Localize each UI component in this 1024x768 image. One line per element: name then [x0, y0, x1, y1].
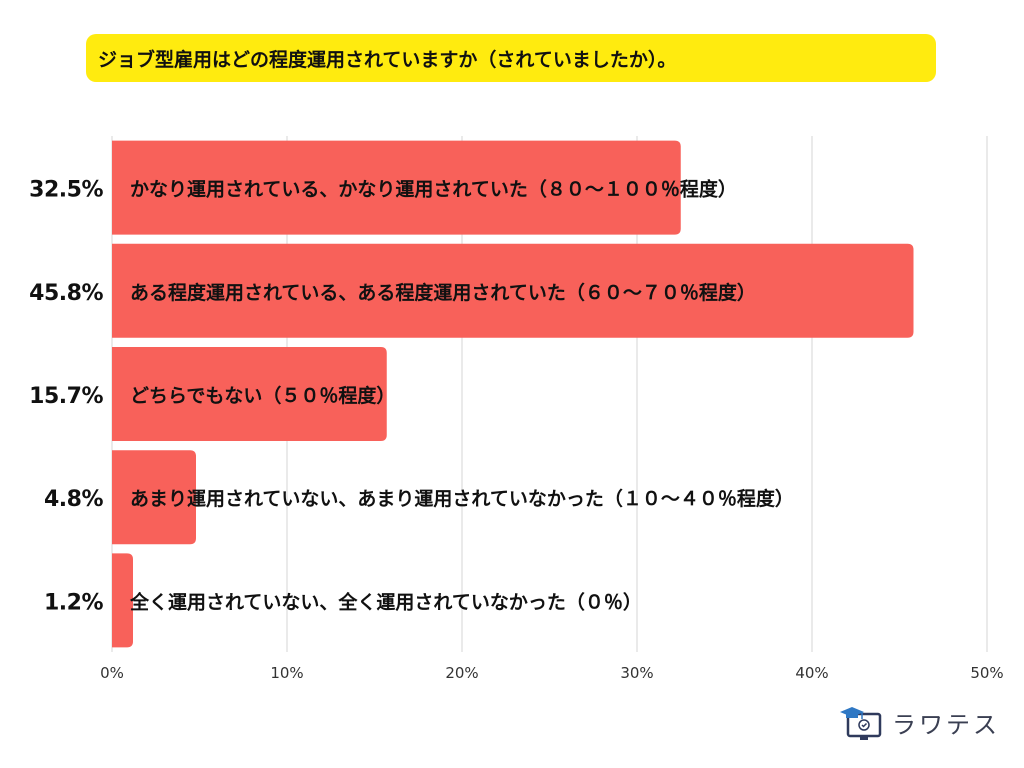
graduation-cap-monitor-icon — [840, 707, 882, 740]
bar-value-label: 15.7% — [29, 384, 103, 409]
bar-category-label: 全く運用されていない、全く運用されていなかった（０％） — [129, 590, 642, 613]
bar — [112, 140, 681, 235]
bar — [112, 347, 387, 441]
bar-labels: 32.5% かなり運用されている、かなり運用されていた（８０～１００％程度） 45.… — [29, 178, 794, 616]
x-tick-label: 30% — [620, 664, 653, 682]
bar-category-label: かなり運用されている、かなり運用されていた（８０～１００％程度） — [130, 178, 737, 201]
bar — [112, 243, 914, 338]
x-tick-label: 20% — [445, 664, 478, 682]
chart-title: ジョブ型雇用はどの程度運用されていますか（されていましたか）。 — [86, 34, 936, 82]
x-tick-label: 10% — [270, 664, 303, 682]
brand-name: ラワテス — [892, 710, 1000, 739]
brand-logo: ラワテス — [838, 700, 1008, 744]
bar-category-label: どちらでもない（５０％程度） — [130, 384, 395, 407]
x-tick-label: 0% — [100, 664, 124, 682]
bars — [112, 140, 914, 648]
bar-category-label: あまり運用されていない、あまり運用されていなかった（１０～４０％程度） — [130, 487, 794, 510]
bar-value-label: 45.8% — [29, 281, 103, 306]
x-tick-label: 40% — [795, 664, 828, 682]
bar — [112, 553, 133, 648]
x-axis-ticks: 0% 10% 20% 30% 40% 50% — [100, 664, 1004, 682]
bar — [112, 450, 196, 545]
bar-category-label: ある程度運用されている、ある程度運用されていた（６０～７０％程度） — [130, 281, 756, 304]
x-tick-label: 50% — [970, 664, 1003, 682]
bar-value-label: 4.8% — [44, 487, 103, 512]
bar-value-label: 32.5% — [29, 178, 103, 203]
bar-value-label: 1.2% — [44, 590, 103, 615]
